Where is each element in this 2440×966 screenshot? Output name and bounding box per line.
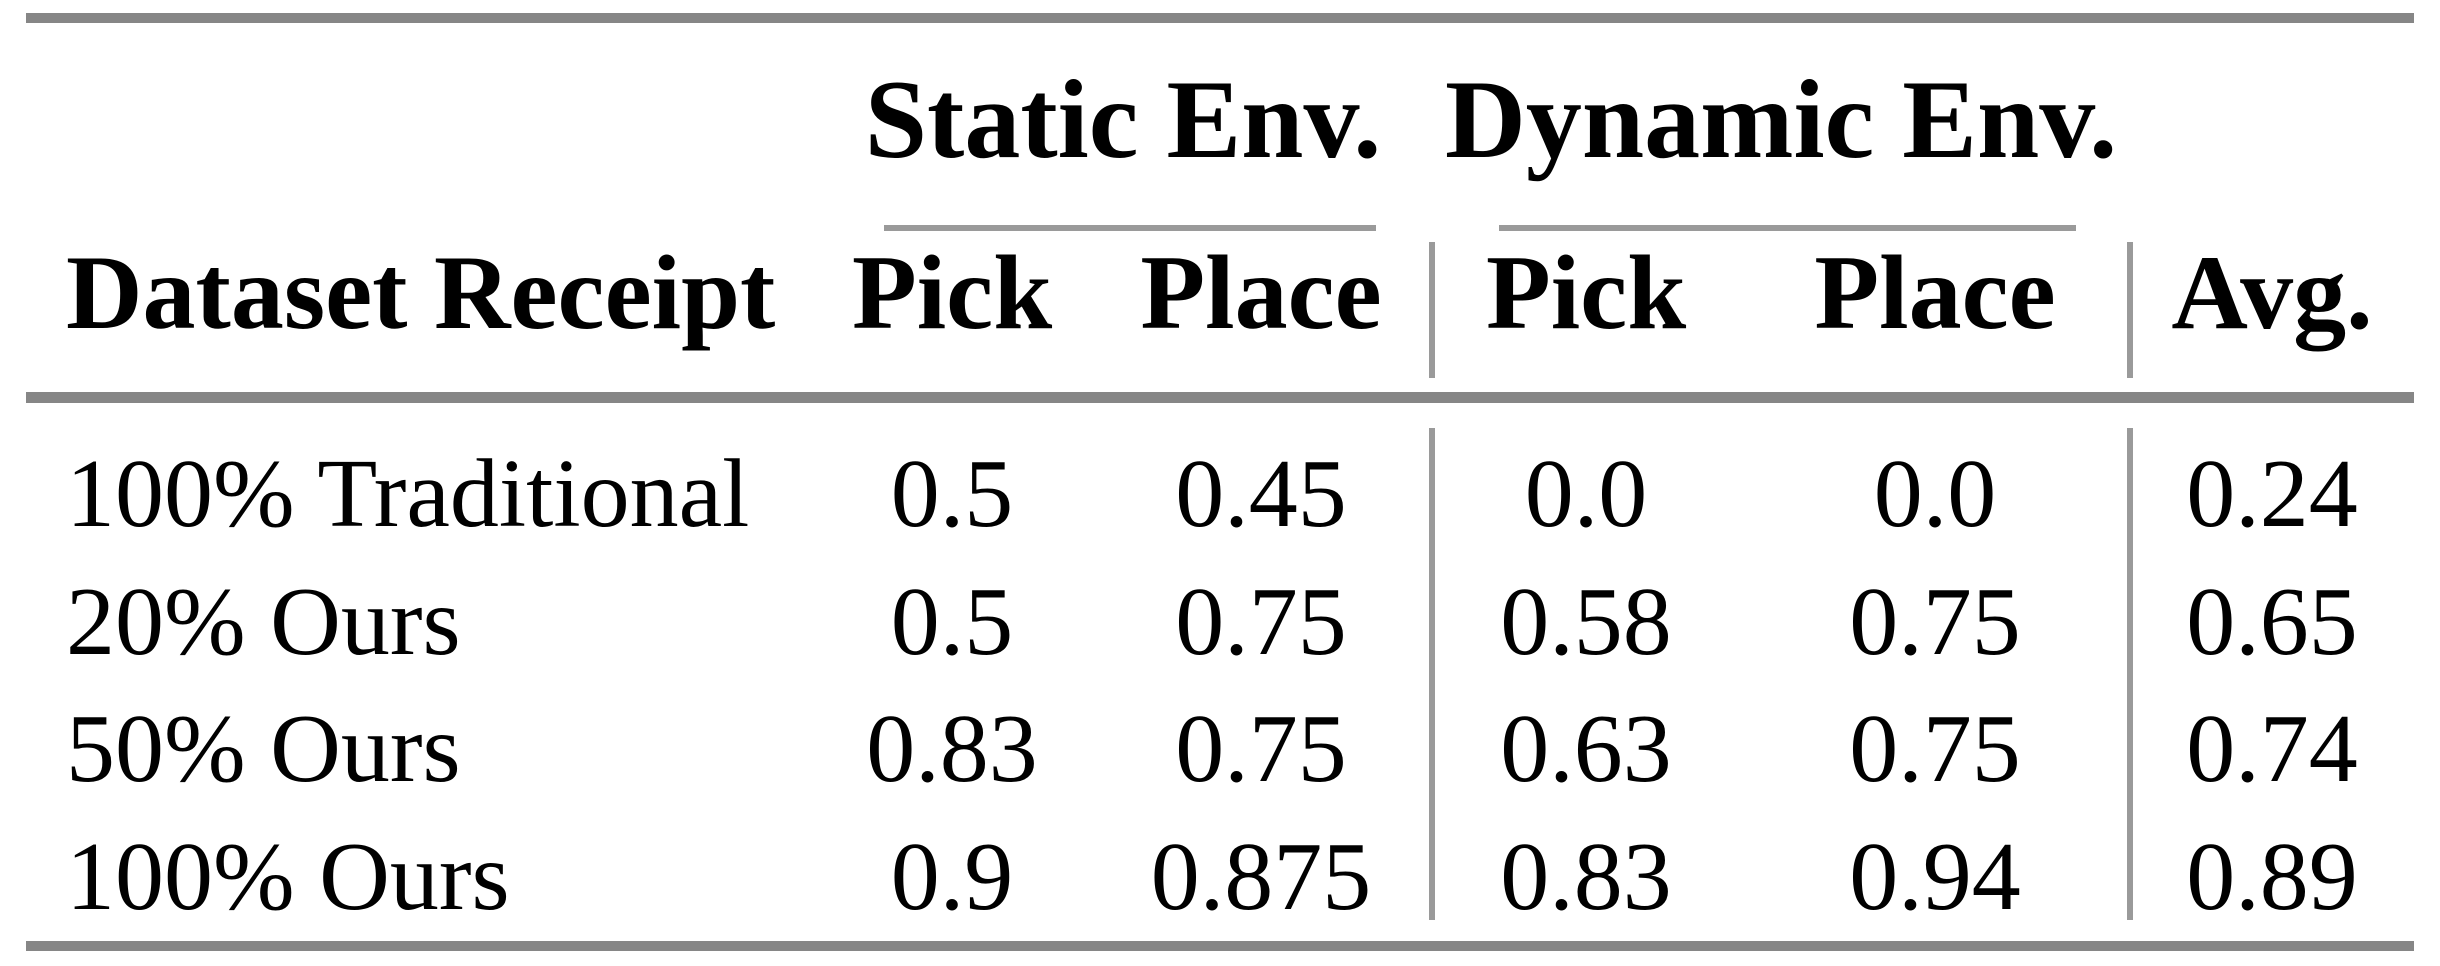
table-row: 100% Traditional 0.5 0.45 0.0 0.0 0.24 [26,430,2414,558]
table-row: 100% Ours 0.9 0.875 0.83 0.94 0.89 [26,813,2414,941]
cell-dynamic-place: 0.75 [1849,567,2021,676]
row-label: 50% Ours [66,695,461,804]
group-header-static-env: Static Env. [864,58,1382,182]
dynamic-env-underline-rule [1499,225,2076,231]
table-row: 20% Ours 0.5 0.75 0.58 0.75 0.65 [26,558,2414,686]
row-label: 100% Traditional [66,439,750,548]
column-header-dynamic-place: Place [1814,234,2056,351]
cell-dynamic-pick: 0.63 [1500,695,1672,804]
column-header-row: Dataset Receipt Pick Place Pick Place Av… [26,240,2414,346]
cell-avg: 0.89 [2186,823,2358,932]
header-body-divider-rule [26,392,2414,403]
column-header-dataset-receipt: Dataset Receipt [66,234,776,351]
cell-static-place: 0.75 [1175,695,1347,804]
row-label: 100% Ours [66,823,510,932]
cell-static-place: 0.875 [1150,823,1372,932]
cell-dynamic-place: 0.94 [1849,823,2021,932]
cell-dynamic-place: 0.0 [1873,439,1997,548]
column-header-static-place: Place [1140,234,1382,351]
group-header-row: Static Env. Dynamic Env. [26,64,2414,176]
cell-avg: 0.74 [2186,695,2358,804]
cell-static-place: 0.75 [1175,567,1347,676]
vertical-rule-avg-body [2127,428,2133,920]
cell-dynamic-pick: 0.83 [1500,823,1672,932]
table-body: 100% Traditional 0.5 0.45 0.0 0.0 0.24 2… [26,430,2414,941]
row-label: 20% Ours [66,567,461,676]
cell-static-pick: 0.5 [890,567,1014,676]
vertical-rule-static-dynamic-header [1429,242,1435,378]
cell-dynamic-pick: 0.0 [1524,439,1648,548]
table-row: 50% Ours 0.83 0.75 0.63 0.75 0.74 [26,686,2414,814]
top-rule [26,13,2414,23]
column-header-avg: Avg. [2171,234,2373,351]
cell-static-pick: 0.9 [890,823,1014,932]
cell-avg: 0.65 [2186,567,2358,676]
bottom-rule [26,941,2414,951]
cell-avg: 0.24 [2186,439,2358,548]
cell-dynamic-pick: 0.58 [1500,567,1672,676]
cell-dynamic-place: 0.75 [1849,695,2021,804]
vertical-rule-avg-header [2127,242,2133,378]
cell-static-pick: 0.5 [890,439,1014,548]
static-env-underline-rule [884,225,1376,231]
vertical-rule-static-dynamic-body [1429,428,1435,920]
cell-static-place: 0.45 [1175,439,1347,548]
group-header-dynamic-env: Dynamic Env. [1444,58,2118,182]
column-header-dynamic-pick: Pick [1485,234,1687,351]
cell-static-pick: 0.83 [866,695,1038,804]
column-header-static-pick: Pick [851,234,1053,351]
